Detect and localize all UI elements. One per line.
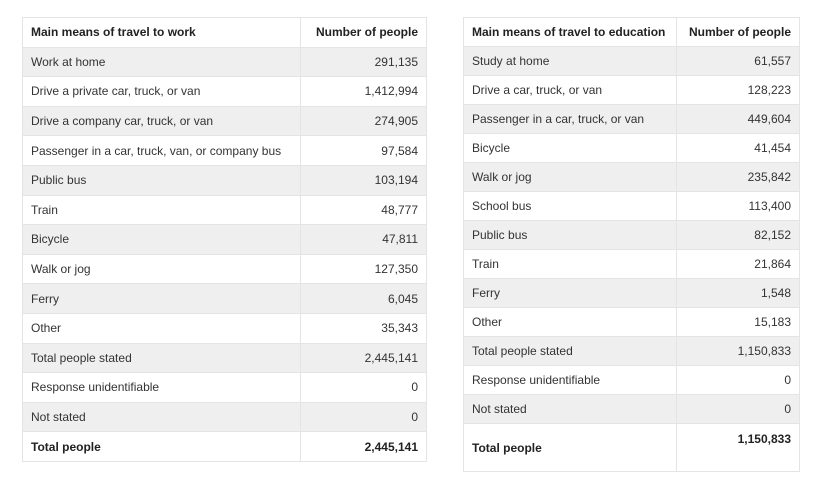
table-row: Study at home 61,557 xyxy=(463,46,800,76)
means-cell: Other xyxy=(463,307,677,337)
means-cell: Ferry xyxy=(22,283,301,314)
table-row: Other 35,343 xyxy=(22,312,427,344)
table-row: Bicycle 47,811 xyxy=(22,224,427,255)
means-cell: Other xyxy=(22,312,301,344)
table-row: Other 15,183 xyxy=(463,307,800,337)
table-row: Drive a car, truck, or van 128,223 xyxy=(463,75,800,105)
count-cell: 35,343 xyxy=(300,312,427,344)
count-cell: 1,548 xyxy=(676,278,800,308)
travel-to-work-table: Main means of travel to work Number of p… xyxy=(22,17,427,462)
table-row: Train 48,777 xyxy=(22,194,427,226)
table-row: Not stated 0 xyxy=(463,394,800,424)
table-row: Bicycle 41,454 xyxy=(463,133,800,163)
count-cell: 0 xyxy=(300,401,427,433)
table-row: Ferry 6,045 xyxy=(22,283,427,314)
table-row: Passenger in a car, truck, van, or compa… xyxy=(22,135,427,166)
means-cell: Ferry xyxy=(463,278,677,308)
count-cell: 2,445,141 xyxy=(300,431,427,462)
count-cell: 82,152 xyxy=(676,220,800,250)
count-cell: 0 xyxy=(676,365,800,395)
count-cell: 6,045 xyxy=(300,283,427,314)
column-header-count: Number of people xyxy=(300,17,427,48)
means-cell: Train xyxy=(22,194,301,226)
count-cell: 1,412,994 xyxy=(300,76,427,107)
means-cell: Total people xyxy=(22,431,301,462)
total-row: Total people 2,445,141 xyxy=(22,431,427,462)
travel-to-education-table: Main means of travel to education Number… xyxy=(463,17,800,472)
means-cell: Passenger in a car, truck, van, or compa… xyxy=(22,135,301,166)
count-cell: 48,777 xyxy=(300,194,427,226)
means-cell: Study at home xyxy=(463,46,677,76)
count-cell: 274,905 xyxy=(300,105,427,137)
column-header-count: Number of people xyxy=(676,17,800,47)
count-cell: 103,194 xyxy=(300,164,427,196)
table-row: Walk or jog 127,350 xyxy=(22,253,427,285)
table-row: Drive a private car, truck, or van 1,412,… xyxy=(22,76,427,107)
count-cell: 127,350 xyxy=(300,253,427,285)
count-cell: 113,400 xyxy=(676,191,800,221)
total-row: Total people 1,150,833 xyxy=(463,423,800,472)
column-header-means: Main means of travel to education xyxy=(463,17,677,47)
table-row: Response unidentifiable 0 xyxy=(463,365,800,395)
table-row: Total people stated 1,150,833 xyxy=(463,336,800,366)
count-cell: 291,135 xyxy=(300,46,427,78)
means-cell: School bus xyxy=(463,191,677,221)
table-row: Drive a company car, truck, or van 274,90… xyxy=(22,105,427,137)
means-cell: Drive a car, truck, or van xyxy=(463,75,677,105)
column-header-means: Main means of travel to work xyxy=(22,17,301,48)
table-row: Work at home 291,135 xyxy=(22,46,427,78)
count-cell: 0 xyxy=(300,372,427,403)
means-cell: Drive a private car, truck, or van xyxy=(22,76,301,107)
table-row: Total people stated 2,445,141 xyxy=(22,342,427,374)
table-row: Walk or jog 235,842 xyxy=(463,162,800,192)
table-row: Public bus 103,194 xyxy=(22,164,427,196)
means-cell: Total people xyxy=(463,423,677,472)
means-cell: Walk or jog xyxy=(463,162,677,192)
table-row: Public bus 82,152 xyxy=(463,220,800,250)
means-cell: Not stated xyxy=(463,394,677,424)
table-row: Response unidentifiable 0 xyxy=(22,372,427,403)
count-cell: 2,445,141 xyxy=(300,342,427,374)
means-cell: Work at home xyxy=(22,46,301,78)
means-cell: Not stated xyxy=(22,401,301,433)
count-cell: 0 xyxy=(676,394,800,424)
count-cell: 61,557 xyxy=(676,46,800,76)
count-cell: 1,150,833 xyxy=(676,336,800,366)
count-cell: 47,811 xyxy=(300,224,427,255)
means-cell: Train xyxy=(463,249,677,279)
table-row: Train 21,864 xyxy=(463,249,800,279)
header-row: Main means of travel to work Number of p… xyxy=(22,17,427,48)
means-cell: Bicycle xyxy=(463,133,677,163)
count-cell: 97,584 xyxy=(300,135,427,166)
count-cell: 128,223 xyxy=(676,75,800,105)
count-cell: 21,864 xyxy=(676,249,800,279)
count-cell: 235,842 xyxy=(676,162,800,192)
table-row: Ferry 1,548 xyxy=(463,278,800,308)
count-cell: 15,183 xyxy=(676,307,800,337)
table-row: School bus 113,400 xyxy=(463,191,800,221)
means-cell: Drive a company car, truck, or van xyxy=(22,105,301,137)
means-cell: Walk or jog xyxy=(22,253,301,285)
count-cell: 1,150,833 xyxy=(676,423,800,472)
means-cell: Total people stated xyxy=(22,342,301,374)
table-row: Not stated 0 xyxy=(22,401,427,433)
means-cell: Response unidentifiable xyxy=(463,365,677,395)
means-cell: Bicycle xyxy=(22,224,301,255)
count-cell: 449,604 xyxy=(676,104,800,134)
means-cell: Public bus xyxy=(22,164,301,196)
means-cell: Response unidentifiable xyxy=(22,372,301,403)
means-cell: Total people stated xyxy=(463,336,677,366)
means-cell: Public bus xyxy=(463,220,677,250)
means-cell: Passenger in a car, truck, or van xyxy=(463,104,677,134)
table-row: Passenger in a car, truck, or van 449,604 xyxy=(463,104,800,134)
count-cell: 41,454 xyxy=(676,133,800,163)
header-row: Main means of travel to education Number… xyxy=(463,17,800,47)
